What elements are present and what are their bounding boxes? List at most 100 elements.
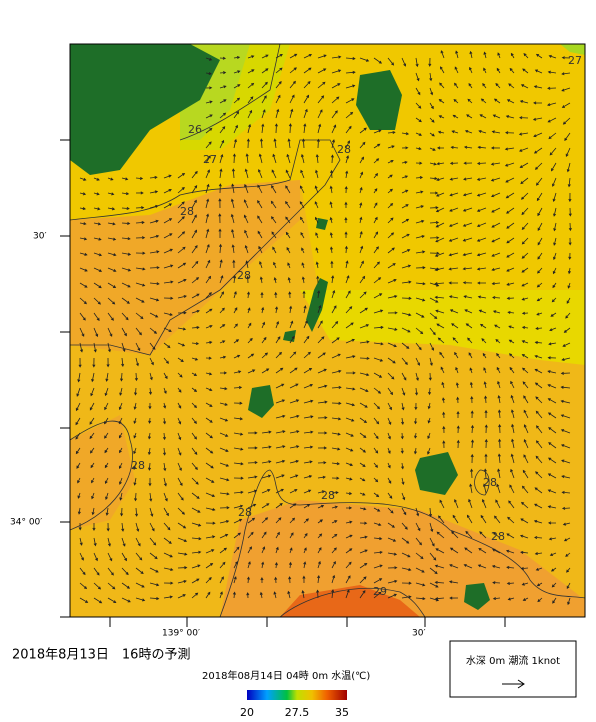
current-arrow (506, 99, 515, 104)
current-arrow (498, 438, 502, 449)
current-arrow (400, 432, 404, 440)
current-arrow (231, 244, 235, 254)
current-arrow (535, 53, 543, 59)
current-arrow (387, 145, 395, 149)
current-arrow (449, 309, 459, 314)
current-arrow (523, 439, 529, 449)
current-arrow (245, 260, 249, 269)
current-arrow (289, 320, 294, 329)
current-arrow (134, 372, 138, 382)
current-arrow (246, 592, 250, 599)
current-arrow (566, 297, 571, 304)
current-arrow (270, 200, 277, 209)
current-arrow (205, 155, 211, 164)
current-arrow (261, 489, 271, 494)
current-arrow (345, 111, 354, 119)
current-arrow (247, 82, 255, 89)
current-arrow (345, 520, 353, 524)
current-arrow (373, 462, 379, 468)
current-arrow (464, 309, 473, 314)
current-arrow (104, 432, 109, 439)
current-arrow (300, 169, 305, 179)
current-arrow (149, 596, 160, 601)
current-arrow (468, 498, 473, 509)
current-arrow (387, 566, 398, 570)
current-arrow (233, 323, 238, 329)
current-arrow (477, 564, 487, 569)
current-arrow (434, 580, 445, 585)
current-arrow (476, 177, 487, 181)
current-arrow (359, 535, 368, 539)
current-arrow (428, 507, 433, 518)
current-arrow (387, 57, 395, 66)
current-arrow (440, 366, 445, 374)
current-arrow (476, 192, 487, 197)
current-arrow (92, 522, 96, 532)
current-arrow (345, 290, 351, 299)
current-arrow (520, 518, 529, 524)
current-arrow (163, 280, 174, 284)
current-arrow (387, 432, 391, 440)
current-arrow (359, 402, 368, 408)
current-arrow (429, 162, 437, 166)
map-frame (69, 43, 586, 618)
current-arrow (331, 305, 337, 314)
current-arrow (429, 147, 436, 151)
current-arrow (401, 160, 408, 164)
current-arrow (205, 71, 212, 76)
current-arrow (496, 67, 501, 74)
current-arrow (520, 177, 529, 185)
current-arrow (565, 312, 571, 319)
current-arrow (205, 477, 215, 483)
current-arrow (177, 186, 185, 194)
current-arrow (149, 507, 154, 517)
current-arrow (205, 462, 214, 469)
current-arrow (149, 312, 159, 318)
current-arrow (497, 468, 501, 479)
current-arrow (534, 382, 543, 389)
current-arrow (135, 537, 141, 547)
current-arrow (149, 234, 160, 239)
current-arrow (191, 537, 202, 541)
current-arrow (345, 260, 349, 269)
current-arrow (247, 109, 253, 119)
current-arrow (448, 237, 459, 242)
current-arrow (79, 342, 84, 353)
current-arrow (449, 564, 459, 569)
current-arrow (205, 243, 210, 254)
current-arrow (163, 312, 173, 316)
current-arrow (93, 192, 100, 196)
current-arrow (135, 220, 145, 225)
current-arrow (548, 427, 557, 434)
current-arrow (289, 80, 296, 89)
current-arrow (205, 447, 214, 454)
current-arrow (373, 216, 378, 224)
current-arrow (436, 323, 445, 329)
current-arrow (135, 597, 146, 602)
current-arrow (331, 385, 342, 389)
current-arrow (303, 474, 313, 479)
current-arrow (121, 206, 130, 210)
current-arrow (562, 522, 571, 526)
current-arrow (345, 491, 353, 495)
current-arrow (205, 292, 212, 299)
current-arrow (560, 444, 571, 449)
current-arrow (373, 447, 379, 454)
current-arrow (345, 84, 356, 89)
current-arrow (233, 339, 240, 344)
current-arrow (118, 477, 123, 485)
current-arrow (415, 250, 426, 254)
current-arrow (134, 492, 138, 502)
current-arrow (275, 306, 279, 314)
current-arrow (233, 518, 243, 524)
current-arrow (505, 549, 515, 554)
current-arrow (504, 162, 515, 167)
current-arrow (435, 222, 445, 228)
current-arrow (435, 207, 445, 213)
current-arrow (490, 177, 501, 182)
current-arrow (477, 145, 487, 149)
current-arrow (219, 462, 230, 467)
current-arrow (303, 533, 308, 539)
current-arrow (273, 591, 277, 599)
current-arrow (345, 417, 355, 422)
